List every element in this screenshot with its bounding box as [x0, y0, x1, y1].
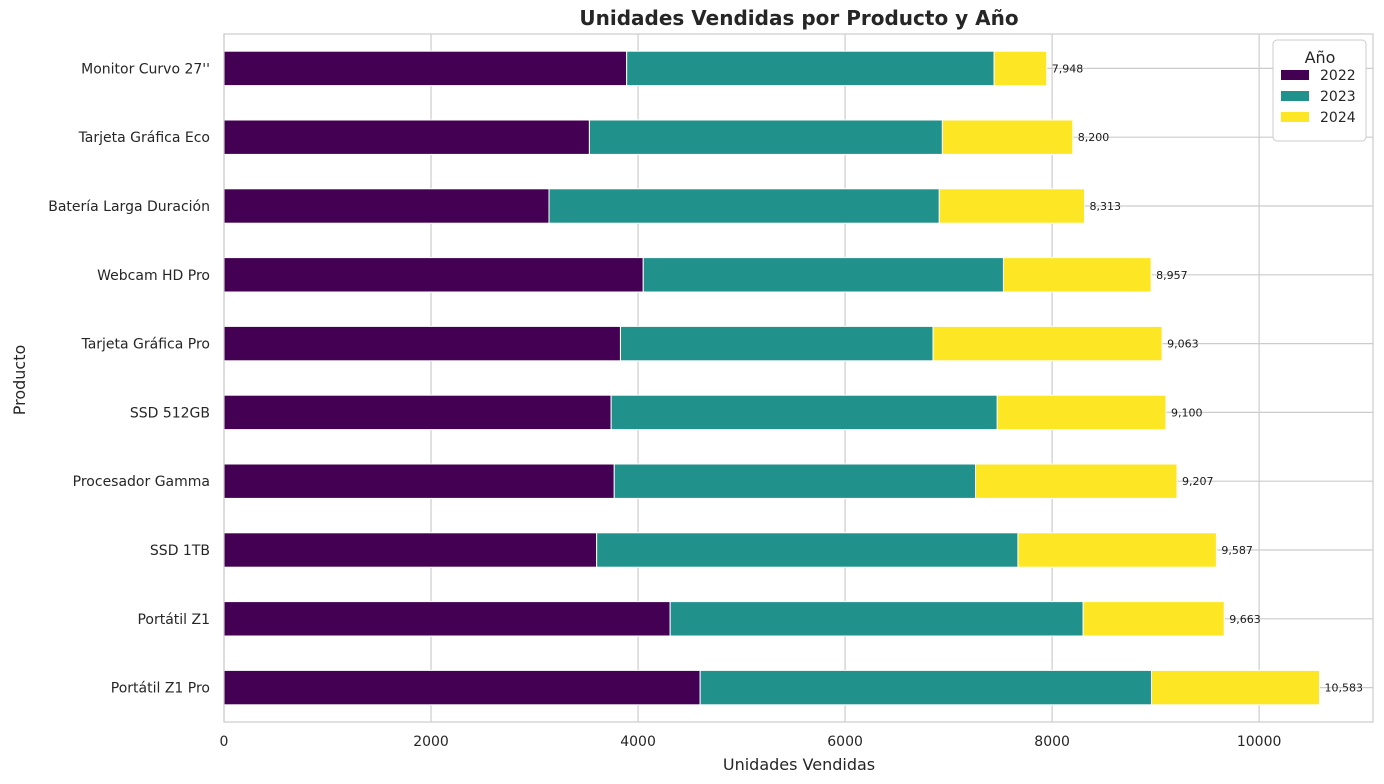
y-tick-label: SSD 1TB	[150, 543, 210, 559]
total-label: 8,313	[1090, 200, 1122, 213]
bars	[223, 50, 1320, 706]
bar-segment-2022	[223, 601, 671, 637]
legend-swatch	[1281, 112, 1309, 122]
bar-segment-2023	[642, 257, 1004, 293]
x-tick-label: 6000	[827, 734, 863, 750]
legend-items: 2022 2023 2024	[1281, 68, 1356, 126]
legend-swatch	[1281, 70, 1309, 80]
x-tick-label: 0	[220, 734, 229, 750]
bar-segment-2023	[669, 601, 1084, 637]
x-tick-label: 4000	[620, 734, 656, 750]
bar-segment-2022	[223, 325, 621, 362]
bar-segment-2022	[223, 669, 701, 706]
bar-segment-2022	[223, 119, 590, 155]
legend-label: 2022	[1320, 68, 1356, 84]
bar-segment-2024	[938, 188, 1086, 224]
bar-segment-2023	[699, 669, 1152, 706]
bar-segment-2023	[596, 532, 1019, 568]
bar-segment-2024	[1082, 601, 1225, 637]
bar-segment-2024	[1017, 532, 1217, 568]
y-tick-label: Procesador Gamma	[73, 474, 210, 490]
total-label: 8,200	[1078, 131, 1110, 144]
y-tick-label: Webcam HD Pro	[97, 268, 210, 284]
bar-segment-2022	[223, 188, 550, 224]
plot-frame	[223, 33, 1374, 723]
total-label: 9,100	[1171, 406, 1203, 419]
y-tick-label: Tarjeta Gráfica Pro	[80, 337, 210, 353]
legend: Año 2022 2023 2024	[1272, 39, 1367, 142]
bar-segment-2024	[996, 394, 1167, 431]
chart-title: Unidades Vendidas por Producto y Año	[579, 6, 1018, 30]
bar-segment-2022	[223, 394, 612, 431]
total-label: 7,948	[1052, 62, 1084, 75]
total-label: 9,207	[1182, 475, 1214, 488]
x-tick-label: 8000	[1034, 734, 1070, 750]
y-tick-label: Portátil Z1 Pro	[111, 681, 210, 697]
x-tick-label: 10000	[1237, 734, 1282, 750]
bar-segment-2024	[1150, 669, 1320, 706]
x-tick-label: 2000	[413, 734, 449, 750]
bar-segment-2023	[613, 463, 977, 499]
bar-segment-2022	[223, 257, 644, 293]
bar-segment-2024	[993, 50, 1048, 87]
legend-label: 2024	[1320, 110, 1356, 126]
bar-segment-2023	[588, 119, 943, 155]
y-tick-label: Portátil Z1	[137, 612, 210, 628]
bar-segment-2024	[932, 325, 1163, 362]
bar-segment-2024	[941, 119, 1074, 155]
y-tick-label: Monitor Curvo 27''	[81, 61, 210, 77]
total-label: 9,063	[1167, 338, 1199, 351]
y-tick-label: SSD 512GB	[130, 405, 210, 421]
total-label: 9,663	[1229, 613, 1261, 626]
legend-title: Año	[1305, 48, 1336, 67]
bar-segment-2024	[975, 463, 1178, 499]
x-tick-labels: 0 2000 4000 6000 8000 10000	[220, 734, 1282, 750]
bar-segment-2024	[1002, 257, 1152, 293]
bar-segment-2023	[626, 50, 995, 87]
y-tick-label: Tarjeta Gráfica Eco	[78, 130, 210, 146]
bar-segment-2022	[223, 463, 615, 499]
total-label: 9,587	[1221, 544, 1253, 557]
bar-segment-2023	[610, 394, 998, 431]
y-axis-title: Producto	[10, 345, 29, 416]
legend-label: 2023	[1320, 89, 1356, 105]
bar-segment-2023	[619, 325, 934, 362]
y-tick-labels: Portátil Z1 Pro Portátil Z1 SSD 1TB Procesa…	[48, 61, 210, 696]
total-label: 10,583	[1324, 682, 1363, 695]
x-axis-title: Unidades Vendidas	[723, 755, 875, 774]
bar-segment-2022	[223, 532, 598, 568]
legend-swatch	[1281, 91, 1309, 101]
total-labels: 10,583 9,663 9,587 9,207 9,100 9,063 8,957 8,31…	[1052, 62, 1363, 694]
y-tick-label: Batería Larga Duración	[48, 199, 210, 215]
bar-segment-2022	[223, 50, 628, 87]
total-label: 8,957	[1156, 269, 1188, 282]
bar-segment-2023	[548, 188, 940, 224]
